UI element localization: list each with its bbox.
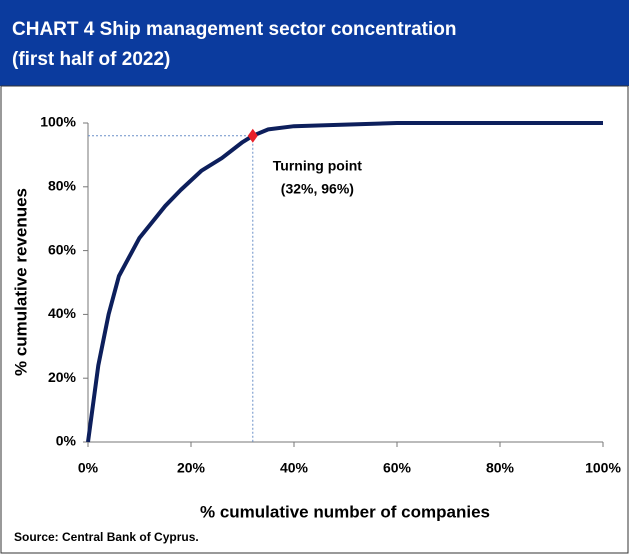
x-tick-label: 40% <box>280 460 309 476</box>
x-tick-label: 100% <box>585 460 621 476</box>
chart-title: CHART 4 Ship management sector concentra… <box>12 19 456 40</box>
chart-subtitle: (first half of 2022) <box>12 49 170 70</box>
x-tick-label: 80% <box>486 460 515 476</box>
x-tick-label: 0% <box>78 460 99 476</box>
y-tick-label: 80% <box>48 178 77 194</box>
y-tick-label: 0% <box>56 433 77 449</box>
line <box>86 121 603 443</box>
y-tick-label: 40% <box>48 305 77 321</box>
y-tick-label: 20% <box>48 369 77 385</box>
y-tick-label: 60% <box>48 241 77 257</box>
annotation: Turning point <box>273 157 362 173</box>
annotation: (32%, 96%) <box>281 180 354 196</box>
header-band <box>0 0 629 86</box>
turning-point-marker <box>247 128 258 143</box>
y-tick-label: 100% <box>40 114 76 130</box>
x-tick-label: 20% <box>177 460 206 476</box>
x-tick-label: 60% <box>383 460 412 476</box>
x-axis-label: % cumulative number of companies <box>200 502 490 521</box>
source-note: Source: Central Bank of Cyprus. <box>14 530 199 544</box>
y-axis-label: % cumulative revenues <box>11 188 30 376</box>
panel-border <box>0 85 629 554</box>
